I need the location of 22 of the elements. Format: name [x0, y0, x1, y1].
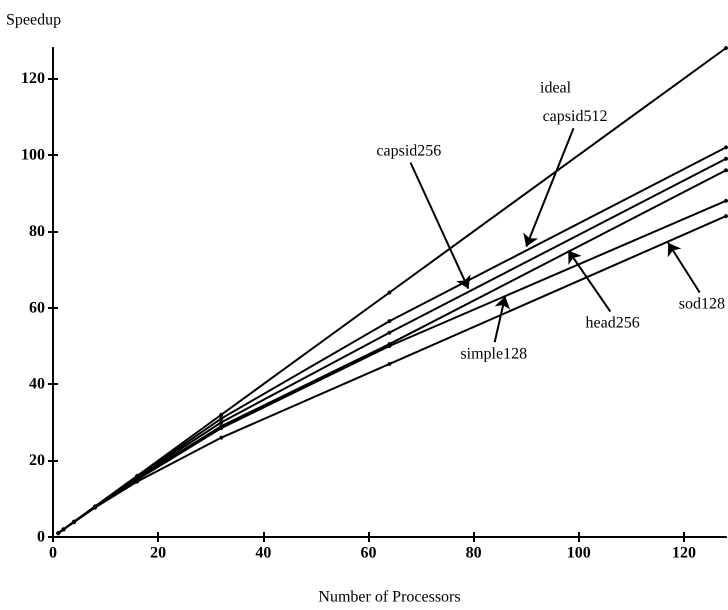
y-tick-label: 20	[29, 452, 45, 470]
annotation: head256	[585, 314, 640, 332]
y-tick-label: 0	[37, 528, 45, 546]
x-tick-label: 100	[566, 544, 591, 562]
x-tick-label: 20	[150, 544, 166, 562]
x-tick-label: 60	[360, 544, 376, 562]
x-tick-label: 40	[255, 544, 272, 562]
y-tick-label: 120	[21, 70, 45, 88]
y-tick-label: 80	[29, 222, 45, 240]
annotation: capsid256	[376, 142, 442, 160]
y-tick-label: 40	[29, 376, 45, 393]
annotation: capsid512	[542, 108, 608, 126]
annotation: ideal	[540, 80, 572, 96]
annotation: sod128	[678, 295, 725, 312]
y-axis-title: Speedup	[6, 12, 62, 28]
x-tick-label: 80	[466, 544, 482, 562]
x-tick-label: 0	[49, 544, 57, 562]
x-axis-title: Number of Processors	[318, 588, 461, 606]
x-tick-label: 120	[672, 544, 696, 562]
annotation: simple128	[460, 346, 528, 363]
y-tick-label: 100	[21, 146, 45, 164]
y-tick-label: 60	[29, 299, 45, 316]
